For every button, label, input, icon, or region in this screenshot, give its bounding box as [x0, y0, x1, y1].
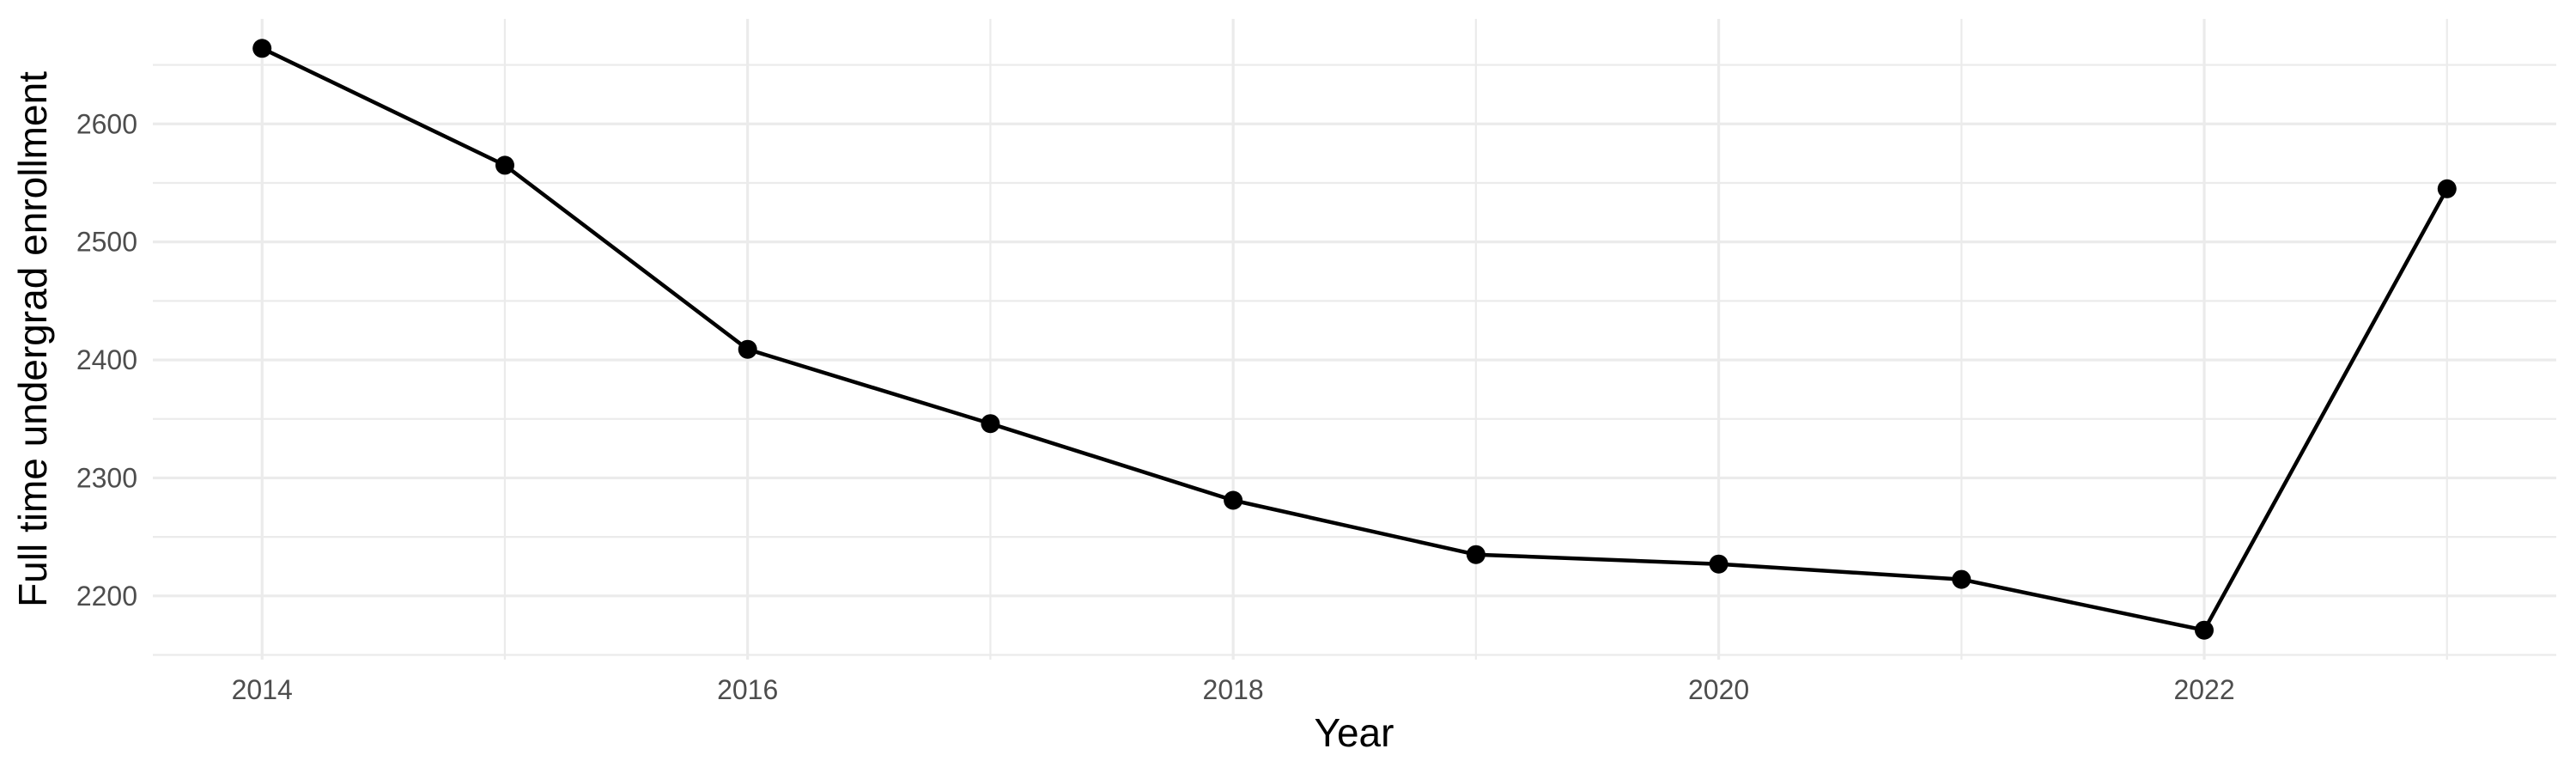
y-axis-title: Full time undergrad enrollment: [10, 71, 55, 607]
data-point: [738, 339, 757, 359]
y-tick-label: 2300: [76, 462, 137, 493]
x-tick-label: 2020: [1688, 674, 1749, 705]
data-point: [252, 39, 272, 58]
data-point: [1224, 490, 1243, 510]
data-point: [2437, 179, 2457, 198]
minor-gridlines: [153, 19, 2556, 660]
y-tick-label: 2500: [76, 227, 137, 258]
data-point: [495, 155, 514, 175]
enrollment-line: [259, 46, 2450, 632]
x-tick-label: 2022: [2173, 674, 2234, 705]
y-tick-label: 2400: [76, 344, 137, 375]
x-axis-title: Year: [1315, 710, 1394, 755]
x-tick-label: 2016: [717, 674, 778, 705]
y-tick-label: 2200: [76, 581, 137, 612]
major-gridlines: [153, 19, 2556, 660]
data-point: [1952, 569, 1971, 589]
data-point: [1466, 545, 1485, 564]
y-tick-label: 2600: [76, 108, 137, 139]
data-point: [1709, 554, 1728, 574]
data-point: [2195, 620, 2214, 640]
y-tick-labels: 2200 2300 2400 2500 2600: [76, 108, 137, 612]
data-point: [981, 414, 1000, 434]
enrollment-line-series: [252, 39, 2457, 640]
x-tick-labels: 2014 2016 2018 2020 2022: [232, 674, 2235, 705]
x-tick-label: 2018: [1203, 674, 1264, 705]
x-tick-label: 2014: [232, 674, 293, 705]
